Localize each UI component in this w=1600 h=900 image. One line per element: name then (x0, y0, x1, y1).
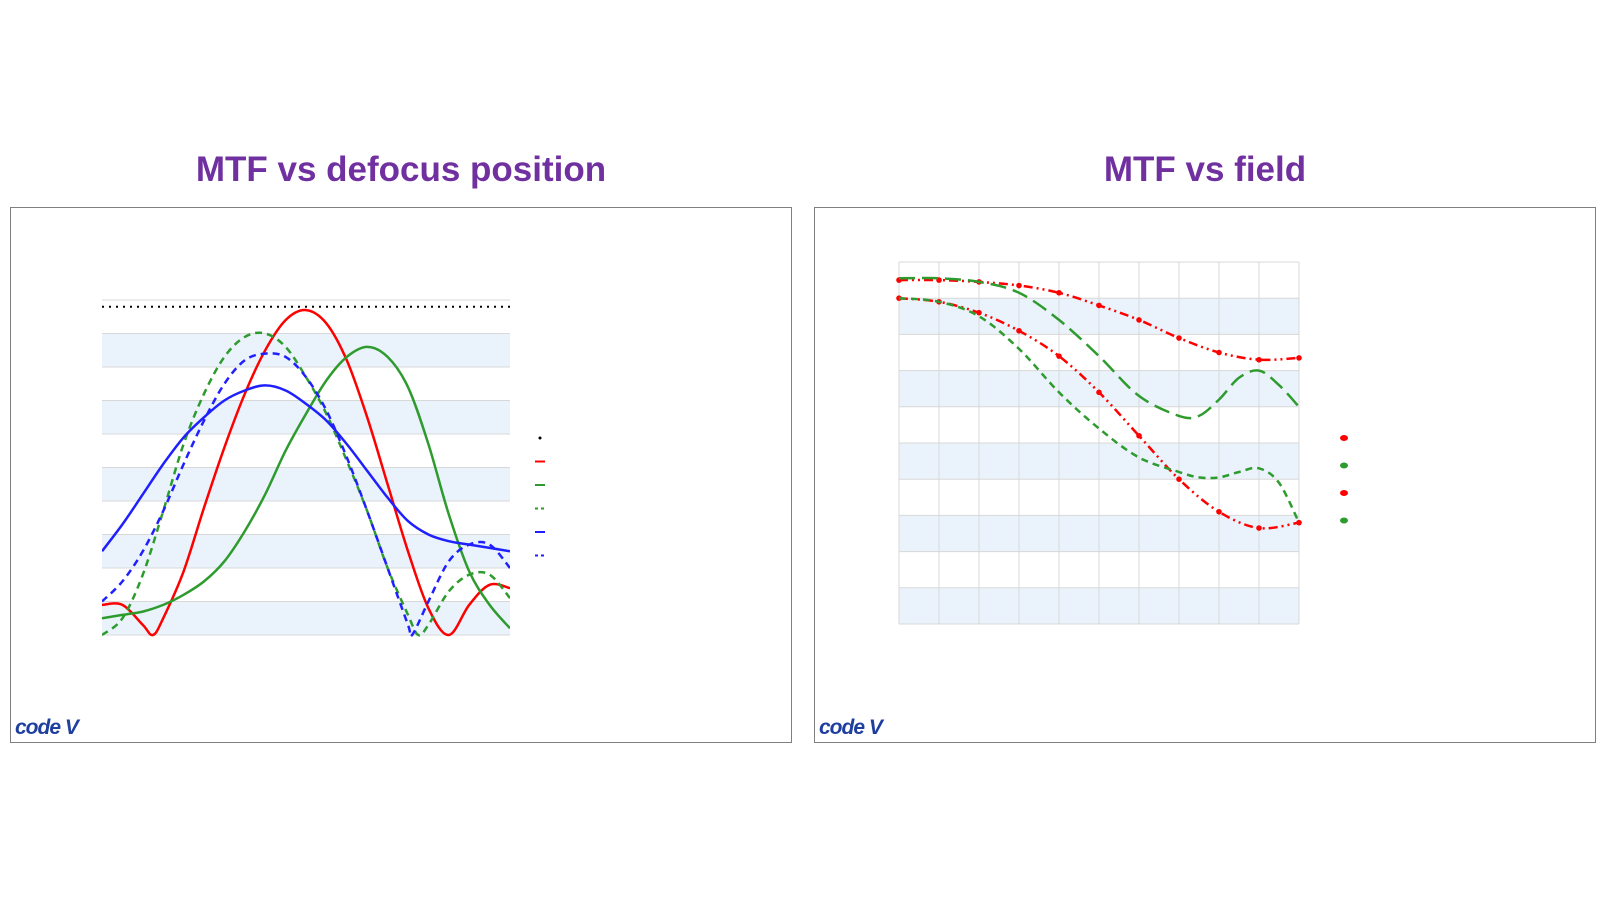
defocus-mtf-chart-panel: code V (10, 207, 792, 743)
legend-marker (1340, 517, 1348, 524)
data-point (1216, 508, 1222, 515)
data-point (1296, 519, 1302, 526)
legend-marker (538, 436, 542, 440)
codev-logo: code V (15, 716, 79, 739)
data-point (1256, 525, 1262, 531)
data-point (1056, 289, 1062, 296)
right-section-heading: MTF vs field (1103, 150, 1307, 189)
data-point (1216, 349, 1222, 356)
data-point (1296, 355, 1302, 361)
data-point (1096, 302, 1102, 309)
plot-band (102, 467, 510, 501)
field-mtf-chart (896, 261, 1348, 625)
data-point (976, 309, 982, 316)
field-mtf-chart-panel: code V (814, 207, 1596, 743)
left-section-heading: MTF vs defocus position (195, 150, 607, 189)
data-point (1016, 327, 1022, 334)
series-line-5 (102, 384, 510, 553)
data-point (1096, 389, 1102, 396)
data-point (1136, 432, 1142, 439)
legend-marker (1340, 490, 1348, 496)
plot-band (102, 400, 510, 434)
codev-logo: code V (819, 716, 883, 739)
data-point (1136, 317, 1142, 323)
series-line-6 (102, 352, 510, 638)
data-point (1056, 353, 1062, 359)
data-point (1176, 476, 1182, 483)
data-point (1016, 282, 1022, 289)
data-point (1256, 356, 1262, 363)
series-line-2 (898, 276, 1300, 420)
plot-band (102, 534, 510, 568)
legend-marker (1340, 435, 1348, 441)
plot-band (102, 601, 510, 635)
plot-band (102, 333, 510, 367)
legend-marker (1340, 462, 1348, 469)
series-line-2 (102, 308, 510, 637)
defocus-mtf-chart (102, 299, 545, 638)
series-line-4 (898, 296, 1301, 524)
data-point (1176, 335, 1182, 341)
series-line-3 (102, 345, 510, 630)
series-line-4 (102, 331, 510, 637)
